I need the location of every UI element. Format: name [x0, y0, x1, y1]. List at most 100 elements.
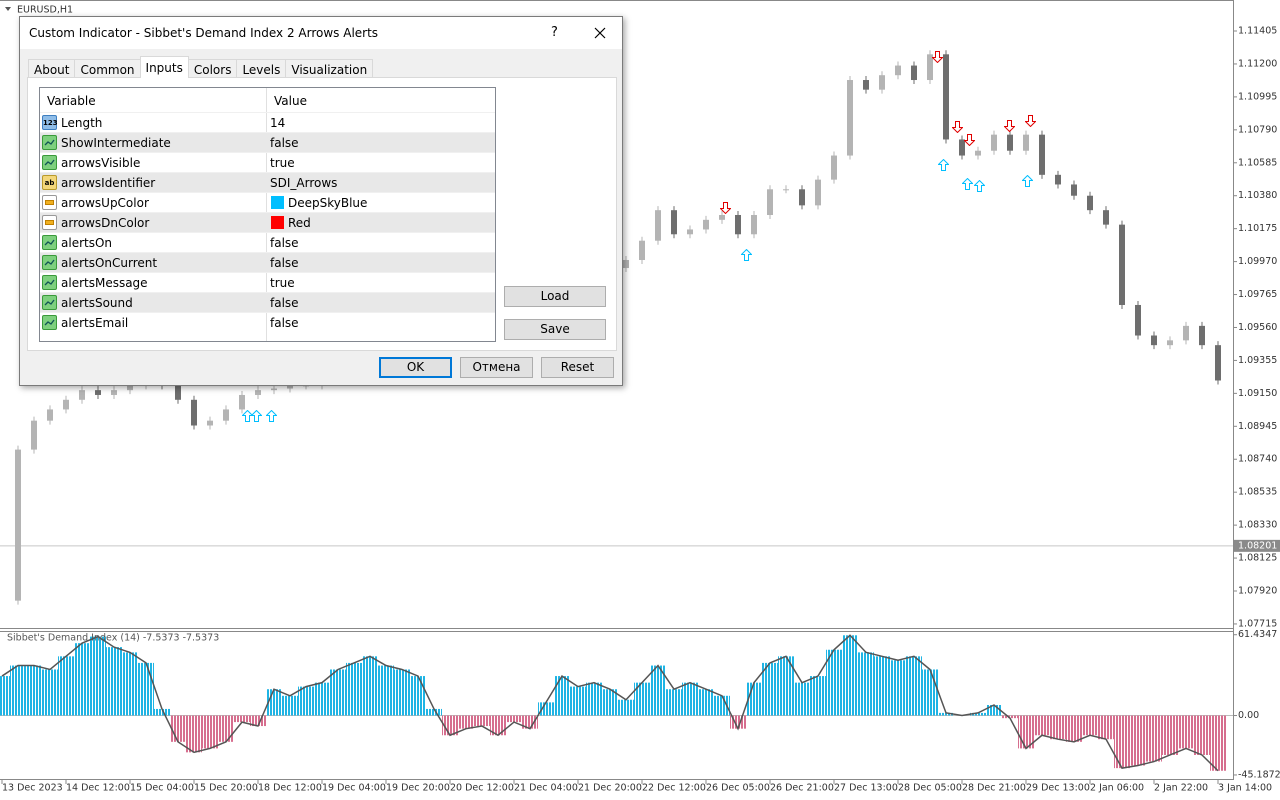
down-arrow: [932, 51, 943, 63]
up-arrow: [251, 410, 262, 422]
candle: [287, 385, 293, 389]
candle: [927, 54, 933, 81]
variable-value[interactable]: false: [270, 136, 299, 150]
y-tick-label: 1.11405: [1238, 26, 1277, 37]
column-header[interactable]: Value: [274, 94, 307, 108]
candle: [1039, 134, 1045, 175]
input-row[interactable]: alertsEmail false: [40, 312, 495, 332]
histogram-bar: [426, 708, 442, 716]
input-row[interactable]: alertsOnCurrent false: [40, 252, 495, 272]
candle: [687, 229, 693, 235]
input-row[interactable]: ShowIntermediate false: [40, 132, 495, 152]
histogram-bar: [154, 708, 170, 716]
candle: [1119, 224, 1125, 305]
y-tick-label: 1.08125: [1238, 553, 1277, 564]
type-icon: ab: [42, 175, 57, 190]
input-row[interactable]: 123 Length 14: [40, 112, 495, 132]
type-icon: [42, 215, 57, 230]
candle: [1135, 304, 1141, 336]
variable-value[interactable]: false: [270, 256, 299, 270]
input-row[interactable]: alertsSound false: [40, 292, 495, 312]
help-button[interactable]: ?: [551, 25, 558, 40]
input-row[interactable]: arrowsDnColor Red: [40, 212, 495, 232]
variable-name: alertsSound: [61, 296, 133, 310]
column-header[interactable]: Variable: [47, 94, 96, 108]
save-button[interactable]: Save: [504, 319, 606, 340]
variable-value[interactable]: false: [270, 296, 299, 310]
type-icon: [42, 255, 57, 270]
candle: [703, 219, 709, 230]
candle: [1087, 195, 1093, 211]
load-button[interactable]: Load: [504, 286, 606, 307]
candle: [1007, 134, 1013, 151]
tab[interactable]: Colors: [187, 59, 238, 78]
histogram-bar: [714, 695, 730, 716]
y-tick-label: 1.08740: [1238, 454, 1277, 465]
variable-value[interactable]: false: [270, 316, 299, 330]
dialog-title: Custom Indicator - Sibbet's Demand Index…: [29, 26, 379, 40]
histogram-bar: [378, 665, 394, 716]
histogram-bar: [970, 712, 986, 716]
histogram-bar: [58, 656, 74, 716]
candle: [671, 210, 677, 235]
candle: [767, 189, 773, 215]
histogram-bar: [906, 656, 922, 716]
tab[interactable]: Levels: [236, 59, 287, 78]
input-row[interactable]: arrowsVisible true: [40, 152, 495, 172]
down-arrow: [1004, 120, 1015, 132]
color-swatch: [271, 216, 284, 229]
variable-value[interactable]: true: [270, 276, 295, 290]
candle: [815, 179, 821, 206]
variable-name: arrowsDnColor: [61, 216, 150, 230]
candle: [175, 385, 181, 400]
tab[interactable]: Visualization: [285, 59, 374, 78]
variable-value[interactable]: DeepSkyBlue: [288, 196, 368, 210]
input-row[interactable]: arrowsUpColor DeepSkyBlue: [40, 192, 495, 212]
x-tick-label: 21 Dec 04:00: [514, 783, 578, 794]
y-tick-label: 1.11200: [1238, 58, 1277, 69]
reset-button[interactable]: Reset: [541, 357, 614, 378]
candle: [1151, 335, 1157, 346]
tab[interactable]: Common: [74, 59, 141, 78]
variable-value[interactable]: true: [270, 156, 295, 170]
y-tick-label: 1.08945: [1238, 421, 1277, 432]
window-menu[interactable]: [5, 7, 11, 11]
variable-value[interactable]: Red: [288, 216, 311, 230]
histogram-bar: [762, 662, 778, 716]
candle: [79, 390, 85, 400]
input-row[interactable]: alertsMessage true: [40, 272, 495, 292]
indicator-dialog: Custom Indicator - Sibbet's Demand Index…: [19, 16, 623, 386]
input-row[interactable]: ab arrowsIdentifier SDI_Arrows: [40, 172, 495, 192]
variable-name: arrowsVisible: [61, 156, 141, 170]
input-row[interactable]: alertsOn false: [40, 232, 495, 252]
histogram-bar: [554, 676, 570, 716]
type-icon: [42, 295, 57, 310]
histogram-bar: [938, 712, 954, 716]
x-tick-label: 28 Dec 21:00: [962, 783, 1026, 794]
type-icon: [42, 235, 57, 250]
x-tick-label: 15 Dec 20:00: [194, 783, 258, 794]
ok-button[interactable]: OK: [379, 357, 452, 378]
variable-value[interactable]: false: [270, 236, 299, 250]
histogram-bar: [298, 686, 314, 716]
variable-value[interactable]: 14: [270, 116, 286, 130]
x-tick-label: 2 Jan 22:00: [1154, 783, 1208, 794]
y-tick-label: -45.1872: [1238, 769, 1280, 780]
x-tick-label: 21 Dec 20:00: [578, 783, 642, 794]
candle: [991, 134, 997, 151]
cancel-button[interactable]: Отмена: [460, 357, 533, 378]
tab[interactable]: Inputs: [139, 56, 189, 78]
close-button[interactable]: [586, 23, 614, 43]
histogram-bar: [650, 665, 666, 716]
variable-value[interactable]: SDI_Arrows: [270, 176, 338, 190]
histogram-bar: [842, 635, 858, 716]
x-tick-label: 26 Dec 05:00: [706, 783, 770, 794]
tab[interactable]: About: [28, 59, 76, 78]
histogram-bar: [122, 652, 138, 716]
x-tick-label: 26 Dec 21:00: [770, 783, 834, 794]
candle: [127, 385, 133, 391]
y-tick-label: 1.09765: [1238, 289, 1277, 300]
histogram-bar: [1082, 715, 1098, 736]
histogram-bar: [506, 715, 522, 723]
